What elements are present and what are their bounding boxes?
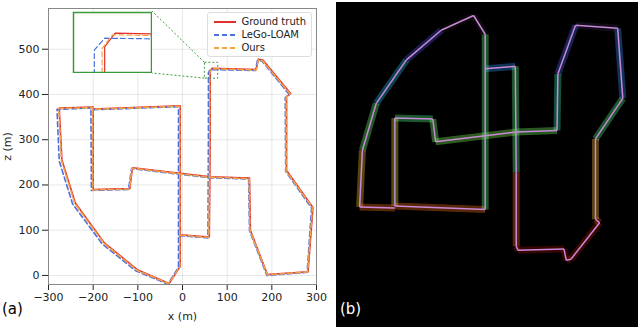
svg-text:100: 100 [217, 291, 238, 304]
svg-text:−300: −300 [33, 291, 63, 304]
html-text:(a): (a) [2, 300, 23, 318]
svg-text:0: 0 [33, 269, 40, 282]
svg-text:z (m): z (m) [1, 132, 14, 161]
svg-text:100: 100 [19, 224, 40, 237]
svg-text:300: 300 [306, 291, 327, 304]
svg-text:200: 200 [261, 291, 282, 304]
html-text:Ground truth: Ground truth [241, 16, 306, 27]
svg-text:−200: −200 [78, 291, 108, 304]
svg-text:x (m): x (m) [168, 310, 197, 323]
svg-text:400: 400 [19, 88, 40, 101]
html-text:Ours: Ours [241, 42, 265, 53]
svg-text:500: 500 [19, 43, 40, 56]
html-text:LeGo-LOAM: LeGo-LOAM [241, 29, 299, 40]
html-text:(b): (b) [340, 300, 362, 318]
svg-text:−100: −100 [123, 291, 153, 304]
svg-text:200: 200 [19, 178, 40, 191]
svg-text:300: 300 [19, 133, 40, 146]
svg-text:0: 0 [179, 291, 186, 304]
